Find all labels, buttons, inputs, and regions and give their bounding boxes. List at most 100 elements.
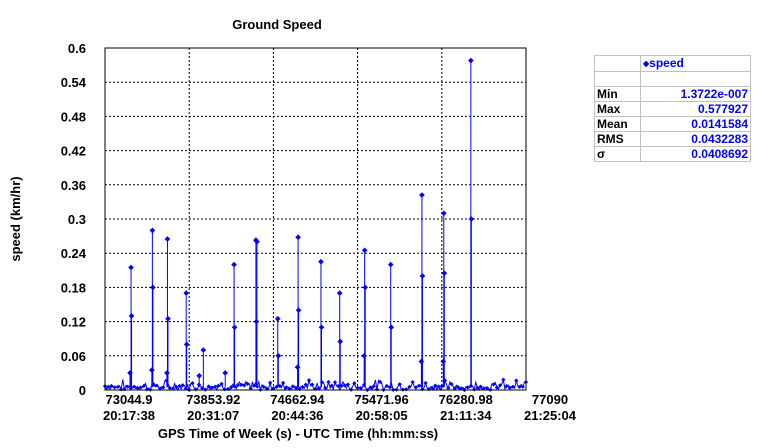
speed-point <box>274 384 279 389</box>
speed-point <box>440 210 447 217</box>
speed-point <box>465 385 470 390</box>
x-tick-label-gps: 74662.94 <box>270 392 325 407</box>
speed-point <box>413 385 419 390</box>
speed-point <box>410 380 415 385</box>
speed-point <box>209 385 214 390</box>
speed-point <box>231 261 237 268</box>
speed-point <box>452 386 457 391</box>
speed-point <box>397 382 402 387</box>
speed-point <box>212 384 218 389</box>
speed-point <box>177 383 182 389</box>
x-tick-label-utc: 20:17:38 <box>103 408 155 423</box>
speed-point <box>135 385 140 390</box>
speed-point <box>441 270 448 276</box>
speed-point <box>481 386 487 391</box>
speed-point <box>361 247 368 254</box>
speed-point <box>455 384 461 390</box>
speed-point <box>418 358 425 365</box>
stats-label: RMS <box>594 130 641 147</box>
speed-point <box>190 381 195 386</box>
x-tick-label-utc: 20:58:05 <box>356 408 408 423</box>
x-axis-label: GPS Time of Week (s) - UTC Time (hh:mm:s… <box>158 426 438 441</box>
grid-lines <box>105 48 526 390</box>
stats-header-series: ◆speed <box>640 55 751 72</box>
stats-row: Mean 0.0141584 <box>594 115 751 132</box>
speed-point <box>231 324 238 331</box>
speed-point <box>336 383 341 389</box>
y-tick-label: 0 <box>79 383 86 398</box>
speed-point <box>229 385 234 390</box>
speed-point <box>174 384 179 390</box>
speed-point <box>284 385 289 390</box>
speed-point <box>361 352 367 359</box>
speed-point <box>132 384 137 389</box>
speed-point <box>149 227 156 234</box>
speed-point <box>362 284 369 291</box>
speed-point <box>352 381 357 386</box>
speed-point <box>504 383 509 389</box>
speed-point <box>378 379 383 385</box>
x-tick-label-gps: 76280.98 <box>439 392 493 407</box>
speed-series <box>102 57 529 393</box>
speed-point <box>235 382 240 388</box>
speed-point <box>387 261 394 268</box>
speed-point <box>494 385 499 390</box>
x-tick-label-utc: 20:44:36 <box>271 408 323 423</box>
speed-point <box>128 313 135 319</box>
speed-point <box>151 382 156 387</box>
y-tick-label: 0.18 <box>61 280 86 295</box>
stats-row: Max 0.577927 <box>594 100 751 117</box>
speed-point <box>277 383 282 389</box>
speed-point <box>326 379 331 385</box>
stats-label: σ <box>594 145 641 162</box>
speed-point <box>332 380 338 385</box>
speed-point <box>303 382 308 387</box>
stats-row: RMS 0.0432283 <box>594 130 751 147</box>
y-tick-label: 0.42 <box>61 144 86 159</box>
speed-point <box>196 372 203 379</box>
speed-point <box>449 382 454 387</box>
stats-label: Mean <box>594 115 641 132</box>
speed-point <box>216 383 221 388</box>
speed-point <box>200 347 207 353</box>
x-tick-label-utc: 21:11:34 <box>440 408 492 423</box>
stats-row: Min 1.3722e-007 <box>594 85 751 102</box>
stats-value: 0.0408692 <box>640 145 751 162</box>
stats-value: 1.3722e-007 <box>640 85 751 102</box>
y-tick-label: 0.12 <box>61 315 86 330</box>
speed-point <box>368 385 373 390</box>
speed-point <box>295 234 301 241</box>
speed-point <box>128 264 134 271</box>
stats-spacer-cell <box>594 70 641 87</box>
speed-point <box>274 315 281 322</box>
speed-point <box>115 384 121 389</box>
speed-point <box>242 383 247 388</box>
speed-point <box>419 192 425 198</box>
speed-point <box>164 378 169 383</box>
speed-point <box>319 380 325 385</box>
speed-point <box>165 315 171 322</box>
speed-point <box>295 307 302 314</box>
speed-point <box>429 385 435 390</box>
speed-point <box>318 258 324 265</box>
speed-point <box>310 382 315 387</box>
speed-point <box>248 386 253 391</box>
speed-point <box>419 273 426 279</box>
stats-series-name: speed <box>649 56 684 70</box>
y-tick-label: 0.36 <box>61 178 86 193</box>
x-tick-label-gps: 77090 <box>532 392 568 407</box>
y-tick-label: 0.24 <box>61 246 87 261</box>
speed-point <box>138 385 143 390</box>
speed-point <box>404 387 409 392</box>
speed-point <box>294 364 301 371</box>
speed-point <box>478 384 483 389</box>
speed-point <box>232 384 237 389</box>
speed-point <box>271 386 276 391</box>
speed-point <box>507 385 512 391</box>
speed-point <box>355 385 360 390</box>
speed-point <box>514 378 519 383</box>
speed-point <box>323 385 328 390</box>
speed-point <box>407 384 412 390</box>
speed-point <box>329 383 334 388</box>
